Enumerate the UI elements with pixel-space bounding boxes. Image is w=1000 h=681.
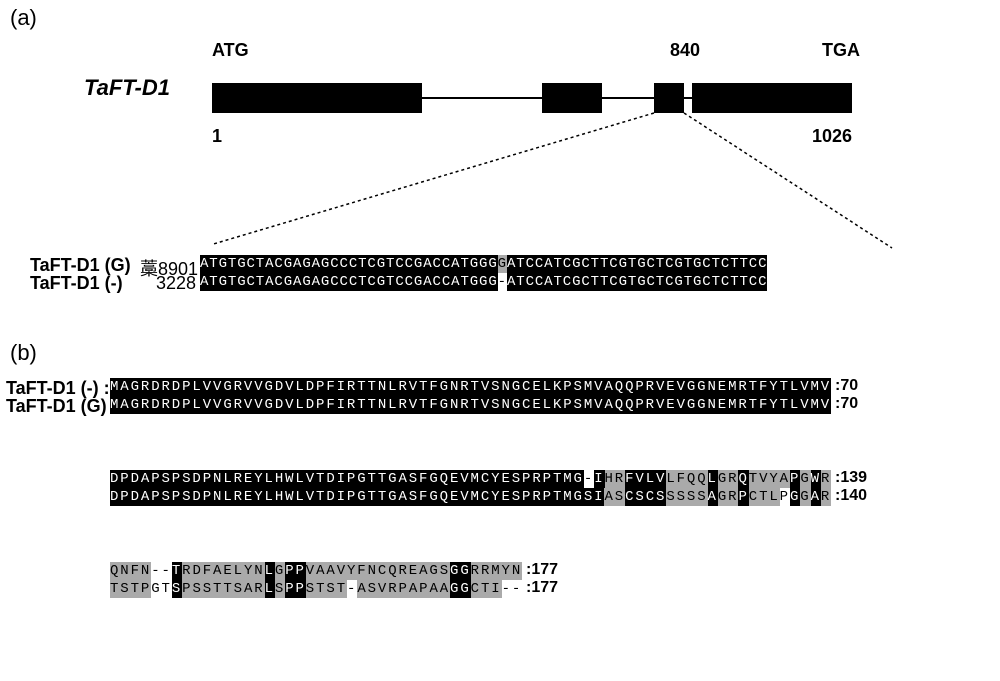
aa-row: TSTPGTSPSSTTSARLSPPSTST-ASVRPAPAAGGCTI--: [110, 580, 522, 598]
aa-row: DPDAPSPSDPNLREYLHWLVTDIPGTTGASFGQEVMCYES…: [110, 470, 831, 488]
aa-row: MAGRDRDPLVVGRVVGDVLDPFIRTTNLRVTFGNRTVSNG…: [110, 378, 831, 396]
gene-label: 840: [670, 40, 700, 61]
aa-row: QNFN--TRDFAELYNLGPPVAAVYFNCQREAGSGGRRMYN: [110, 562, 522, 580]
strain-label: 3228: [156, 273, 196, 294]
position-label: :70: [835, 377, 858, 395]
nt-row: ATGTGCTACGAGAGCCCTCGTCCGACCATGGG-ATCCATC…: [200, 273, 767, 291]
position-label: :177: [526, 561, 558, 579]
gene-labels: ATG840TGA11026: [212, 48, 912, 168]
allele-label: TaFT-D1 (G) :: [6, 396, 118, 417]
gene-label: 1026: [812, 126, 852, 147]
panel-a-label: (a): [10, 5, 37, 31]
position-label: :139: [835, 469, 867, 487]
nt-row: ATGTGCTACGAGAGCCCTCGTCCGACCATGGGGATCCATC…: [200, 255, 767, 273]
gene-label: 1: [212, 126, 222, 147]
panel-b-label: (b): [10, 340, 37, 366]
nucleotide-alignment: ATGTGCTACGAGAGCCCTCGTCCGACCATGGGGATCCATC…: [200, 255, 767, 291]
position-label: :70: [835, 395, 858, 413]
position-label: :140: [835, 487, 867, 505]
aa-row: DPDAPSPSDPNLREYLHWLVTDIPGTTGASFGQEVMCYES…: [110, 488, 831, 506]
aa-row: MAGRDRDPLVVGRVVGDVLDPFIRTTNLRVTFGNRTVSNG…: [110, 396, 831, 414]
gene-name: TaFT-D1: [84, 75, 170, 101]
gene-label: ATG: [212, 40, 249, 61]
allele-label: TaFT-D1 (-): [30, 273, 123, 294]
position-label: :177: [526, 579, 558, 597]
gene-label: TGA: [822, 40, 860, 61]
